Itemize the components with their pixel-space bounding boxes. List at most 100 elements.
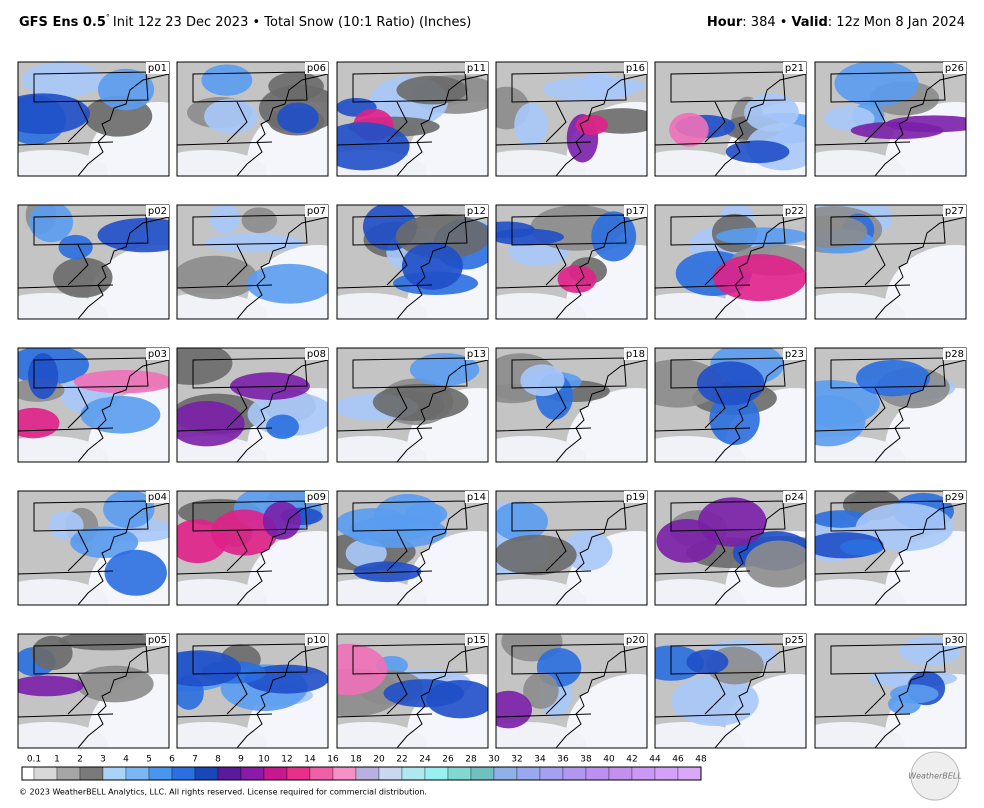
panel-frame: [336, 204, 489, 320]
snow-blob: [686, 649, 729, 675]
panel-label: p22: [785, 206, 804, 217]
colorbar-label: 30: [488, 755, 500, 765]
panel-label-bg: [465, 205, 488, 217]
coastline: [396, 502, 488, 605]
state-lines: [496, 205, 637, 289]
colorbar-segment: [631, 766, 656, 781]
title-rest: Init 12z 23 Dec 2023 • Total Snow (10:1 …: [113, 15, 471, 30]
colorbar-segment: [585, 766, 610, 781]
snow-blob: [337, 508, 410, 540]
panel-label-bg: [624, 205, 647, 217]
coastline: [714, 359, 806, 462]
map-panel: [496, 634, 647, 748]
snow-blob: [745, 540, 806, 588]
state-lines: [177, 491, 318, 575]
map-panel: [655, 634, 806, 748]
snow-blob: [18, 93, 91, 135]
panel-label: p18: [626, 349, 645, 360]
panel-label: p11: [467, 63, 486, 74]
colorbar-segment: [401, 766, 426, 781]
panel-frame: [814, 61, 967, 177]
panel-label-bg: [943, 62, 966, 74]
panel-label: p04: [148, 492, 167, 503]
colorbar-label: 12: [281, 755, 292, 765]
panel-frame: [336, 61, 489, 177]
coastline: [555, 359, 647, 462]
panel-label-bg: [305, 348, 328, 360]
degree: °: [106, 13, 110, 22]
state-lines: [815, 205, 956, 289]
panel-label-bg: [146, 62, 169, 74]
coastline: [714, 73, 806, 176]
map-panel: [815, 348, 966, 462]
snow-blob: [241, 207, 278, 234]
state-lines: [815, 62, 956, 146]
state-lines: [18, 491, 159, 575]
colorbar-label: 10: [258, 755, 270, 765]
coastline: [396, 645, 488, 748]
logo-badge: [910, 751, 960, 801]
state-lines: [815, 634, 956, 718]
colorbar-label: 40: [603, 755, 615, 765]
south-area: [496, 436, 586, 462]
snow-blob: [204, 98, 258, 135]
map-panel: [655, 348, 806, 462]
snow-blob: [265, 414, 299, 439]
snow-blob: [696, 361, 765, 406]
map-panel: [177, 205, 328, 319]
south-area: [496, 293, 586, 319]
snow-blob: [669, 112, 709, 147]
colorbar-segment: [33, 766, 58, 781]
snow-blob: [58, 234, 93, 260]
colorbar-label: 44: [649, 755, 661, 765]
colorbar-segment: [424, 766, 449, 781]
coastline: [236, 502, 328, 605]
colorbar-segment: [447, 766, 472, 781]
panel-label-bg: [146, 634, 169, 646]
south-area: [18, 579, 108, 605]
panel-label: p16: [626, 63, 645, 74]
colorbar-label: 42: [626, 755, 637, 765]
coastline: [555, 216, 647, 319]
snow-blob: [80, 395, 161, 434]
colorbar-label: 4: [123, 755, 129, 765]
snow-blob: [855, 503, 954, 552]
coastline: [77, 73, 169, 176]
colorbar-label: 5: [146, 755, 152, 765]
south-area: [496, 579, 586, 605]
panel-frame: [176, 61, 329, 177]
coastline: [555, 502, 647, 605]
state-lines: [655, 491, 796, 575]
coastline: [874, 216, 966, 319]
colorbar-label: 14: [304, 755, 316, 765]
panel-label: p30: [945, 635, 964, 646]
panel-label: p23: [785, 349, 804, 360]
title-bold: GFS Ens 0.5: [19, 15, 106, 30]
colorbar-segment: [148, 766, 173, 781]
state-lines: [18, 634, 159, 718]
colorbar-segment: [56, 766, 81, 781]
colorbar-segment: [309, 766, 334, 781]
panel-frame: [654, 61, 807, 177]
snow-blob: [715, 227, 806, 246]
panel-label-bg: [943, 634, 966, 646]
panel-label: p02: [148, 206, 167, 217]
colorbar-label: 18: [350, 755, 362, 765]
colorbar-segment: [677, 766, 702, 781]
snow-blob: [31, 635, 73, 671]
map-panel: [815, 205, 966, 319]
snow-blob: [383, 679, 465, 708]
snow-blob: [523, 672, 559, 709]
state-lines: [337, 634, 478, 718]
valid-label: Valid: [791, 15, 827, 30]
south-area: [177, 293, 267, 319]
state-lines: [496, 491, 637, 575]
state-lines: [18, 348, 159, 432]
panel-label: p12: [467, 206, 486, 217]
snow-blob: [28, 205, 74, 243]
colorbar-segment: [102, 766, 127, 781]
panel-label-bg: [783, 491, 806, 503]
south-area: [815, 150, 905, 176]
snow-blob: [353, 561, 422, 583]
